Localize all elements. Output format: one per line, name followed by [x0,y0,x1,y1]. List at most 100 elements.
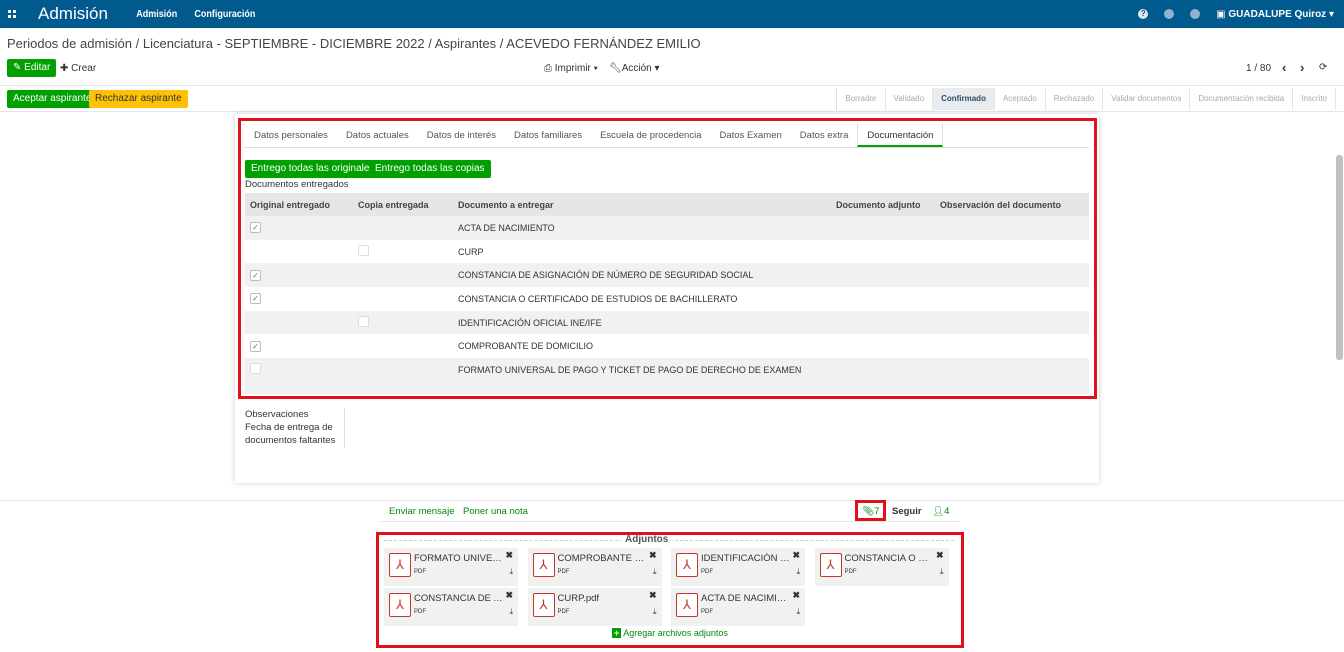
reject-applicant-button[interactable]: Rechazar aspirante [89,90,188,108]
attachment-item[interactable]: ⅄CONSTANCIA O CERTI... PDF ✖ ⤓ [814,548,949,586]
attachment-item[interactable]: ⅄IDENTIFICACIÓN OFICI... PDF ✖ ⤓ [671,548,805,586]
delete-icon[interactable]: ✖ [505,590,513,600]
original-checkbox[interactable]: ✓ [250,340,261,352]
create-button[interactable]: ✚ Crear [60,63,97,74]
stage-rechazado[interactable]: Rechazado [1046,88,1104,110]
menu-configuracion[interactable]: Configuración [194,8,256,20]
download-icon[interactable]: ⤓ [652,607,657,616]
attachment-item[interactable]: ⅄FORMATO UNIVERSAL... PDF ✖ ⤓ [384,548,518,586]
add-attachments-label: Agregar archivos adjuntos [623,628,728,638]
download-icon[interactable]: ⤓ [509,607,513,616]
divider [0,85,1344,86]
col-attachment[interactable]: Documento adjunto [831,193,935,216]
cell-observation [935,358,1089,382]
log-note-link[interactable]: Poner una nota [463,506,528,517]
cell-observation [935,263,1089,288]
pager-value[interactable]: 1 / 80 [1246,63,1272,74]
status-bar: Borrador Validado Confirmado Aceptado Re… [836,88,1336,110]
followers-button[interactable]: 👤︎4 [932,506,949,517]
help-icon[interactable]: ? [1138,9,1149,19]
print-label: Imprimir [554,63,591,74]
wrench-icon: 🔧︎ [609,63,622,74]
download-icon[interactable]: ⤓ [796,607,800,616]
tab-datos-familiares[interactable]: Datos familiares [513,130,583,141]
attachment-type: PDF [701,569,713,575]
breadcrumb[interactable]: Periodos de admisión / Licenciatura - SE… [7,36,701,51]
create-label: Crear [71,63,97,74]
tabs: Datos personales Datos actuales Datos de… [245,124,1089,148]
col-document[interactable]: Documento a entregar [453,193,831,216]
delete-icon[interactable]: ✖ [648,550,657,560]
col-copy[interactable]: Copia entregada [353,193,453,216]
table-row: ✓ ACTA DE NACIMIENTO [245,216,1089,240]
table-row: FORMATO UNIVERSAL DE PAGO Y TICKET DE PA… [245,358,1089,382]
tab-escuela-procedencia[interactable]: Escuela de procedencia [600,130,702,141]
original-checkbox[interactable]: ✓ [250,222,261,234]
original-checkbox[interactable]: ✓ [250,269,261,281]
attachment-item[interactable]: ⅄ CURP.pdf PDF ✖ ⤓ [527,588,662,626]
menu-admision[interactable]: Admisión [136,8,178,20]
follow-button[interactable]: Seguir [892,506,922,517]
delete-icon[interactable]: ✖ [935,550,944,560]
send-message-link[interactable]: Enviar mensaje [389,506,455,517]
tab-datos-personales[interactable]: Datos personales [254,130,328,141]
divider [380,521,960,522]
table-row: ✓ COMPROBANTE DE DOMICILIO [245,334,1089,358]
download-icon[interactable]: ⤓ [509,567,513,576]
attachment-item[interactable]: ⅄CONSTANCIA DE ASIG... PDF ✖ ⤓ [384,588,518,626]
edit-button[interactable]: ✎ Editar [7,59,57,77]
prev-icon[interactable]: ‹ [1282,60,1287,75]
cell-document: CURP [458,246,484,257]
cell-attachment [831,263,935,288]
copy-checkbox[interactable] [358,245,369,257]
apps-menu-icon[interactable] [8,10,16,18]
stage-documentacion-recibida[interactable]: Documentación recibida [1190,88,1294,110]
delete-icon[interactable]: ✖ [648,590,657,600]
attachments-count-button[interactable]: 📎︎7 [862,506,879,517]
download-icon[interactable]: ⤓ [796,567,800,576]
user-menu[interactable]: ▣ GUADALUPE Quiroz ▾ [1216,8,1334,20]
tab-documentacion[interactable]: Documentación [857,124,944,147]
stage-validado[interactable]: Validado [886,88,934,110]
tab-datos-examen[interactable]: Datos Examen [719,130,782,141]
attachment-name: IDENTIFICACIÓN OFICI... [701,553,791,564]
attachment-type: PDF [414,569,426,575]
original-checkbox[interactable]: ✓ [250,293,261,305]
scrollbar[interactable] [1336,155,1343,360]
attachment-name: COMPROBANTE DE D... [557,553,648,564]
clock-icon[interactable] [1190,9,1201,19]
delete-icon[interactable]: ✖ [792,550,800,560]
stage-inscrito[interactable]: Inscrito [1293,88,1336,110]
col-observation[interactable]: Observación del documento [935,193,1089,216]
tab-datos-interes[interactable]: Datos de interés [426,130,496,141]
delete-icon[interactable]: ✖ [505,550,513,560]
action-dropdown[interactable]: 🔧︎Acción ▾ [609,63,660,74]
delete-icon[interactable]: ✖ [792,590,800,600]
stage-validar-documentos[interactable]: Validar documentos [1103,88,1191,110]
cell-copy [353,310,453,335]
print-dropdown[interactable]: ⎙ Imprimir ▾ [544,63,598,74]
stage-borrador[interactable]: Borrador [837,88,886,110]
stage-confirmado[interactable]: Confirmado [933,88,995,110]
original-checkbox[interactable] [250,363,261,375]
accept-applicant-button[interactable]: Aceptar aspirante [7,90,98,108]
attachment-name: CURP.pdf [557,593,600,604]
next-icon[interactable]: › [1300,60,1305,75]
refresh-icon[interactable]: ⟳ [1319,62,1328,73]
tab-datos-actuales[interactable]: Datos actuales [345,130,409,141]
download-icon[interactable]: ⤓ [939,567,944,576]
copy-checkbox[interactable] [358,316,369,328]
table-row: ✓ CONSTANCIA DE ASIGNACIÓN DE NÚMERO DE S… [245,263,1089,288]
deliver-all-originals-button[interactable]: Entrego todas las originales [245,160,381,178]
tab-datos-extra[interactable]: Datos extra [799,130,849,141]
stage-aceptado[interactable]: Aceptado [995,88,1046,110]
col-original[interactable]: Original entregado [245,193,353,216]
download-icon[interactable]: ⤓ [652,567,657,576]
cell-copy [353,216,453,240]
deliver-all-copies-button[interactable]: Entrego todas las copias [369,160,491,178]
attachment-item[interactable]: ⅄ACTA DE NACIMIENTO... PDF ✖ ⤓ [671,588,805,626]
chat-icon[interactable] [1164,9,1175,19]
add-attachments-button[interactable]: + Agregar archivos adjuntos [612,628,728,638]
attachment-item[interactable]: ⅄COMPROBANTE DE D... PDF ✖ ⤓ [527,548,662,586]
attachment-type: PDF [414,609,426,615]
